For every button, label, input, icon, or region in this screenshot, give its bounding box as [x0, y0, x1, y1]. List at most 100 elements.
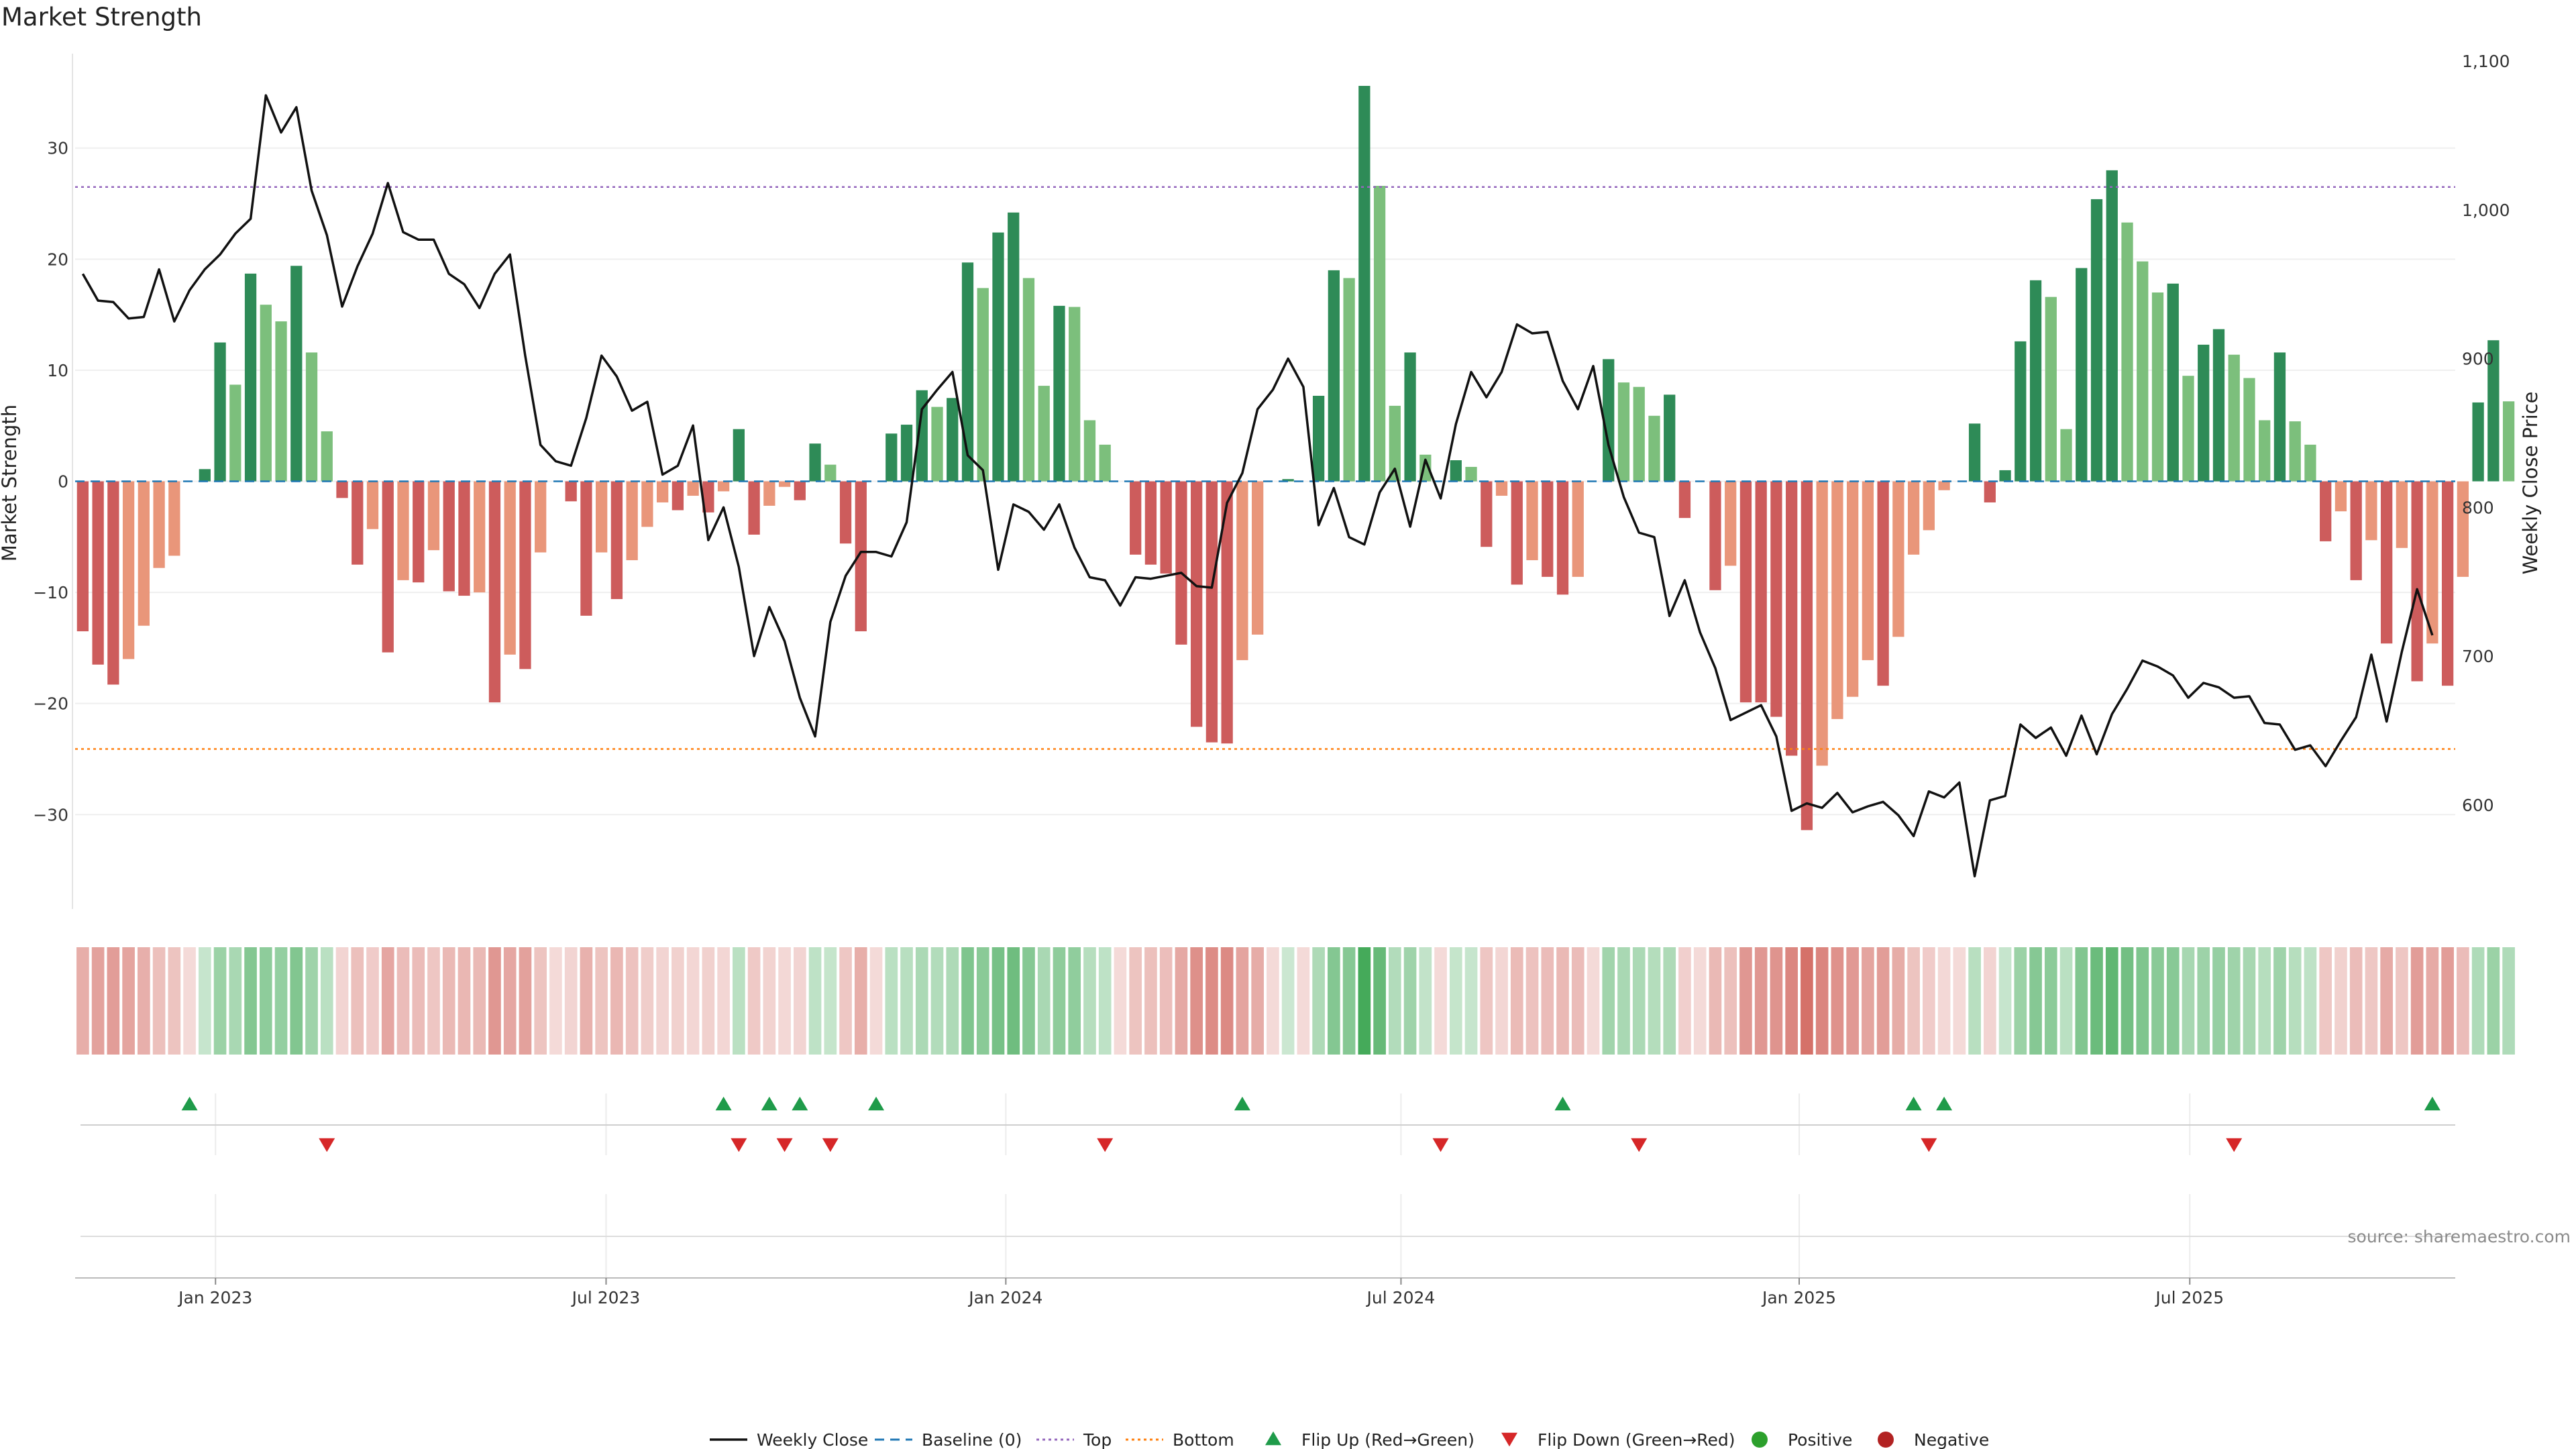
heatmap-cell — [2410, 947, 2424, 1055]
strength-bar — [1892, 481, 1904, 637]
strength-bar — [748, 481, 760, 535]
strength-bar — [1633, 386, 1645, 482]
heatmap-cell — [733, 947, 745, 1055]
heatmap-cell — [2044, 947, 2057, 1055]
heatmap-cell — [717, 947, 730, 1055]
heatmap-cell — [915, 947, 928, 1055]
strength-bar — [961, 262, 974, 482]
strength-bar — [656, 481, 669, 502]
heatmap-cell — [2334, 947, 2347, 1055]
heatmap-cell — [1220, 947, 1234, 1055]
legend-item: Weekly Close — [710, 1430, 868, 1449]
strength-bar — [1251, 481, 1264, 635]
heatmap-cell — [1281, 947, 1295, 1055]
y-axis-right: 600 700 800 900 1,000 1,100 — [2462, 52, 2510, 815]
strength-bar — [1923, 481, 1935, 531]
strength-bar — [1511, 481, 1523, 585]
heatmap-cell — [976, 947, 989, 1055]
heatmap-cell — [366, 947, 379, 1055]
legend-label: Bottom — [1173, 1430, 1234, 1449]
strength-bar — [138, 481, 150, 626]
heatmap-cell — [1495, 947, 1508, 1055]
heatmap-cell — [1739, 947, 1752, 1055]
strength-bar — [1205, 481, 1218, 743]
strength-bar — [794, 481, 806, 500]
x-axis: Jan 2023 Jul 2023 Jan 2024 Jul 2024 Jan 2025… — [75, 1277, 2455, 1307]
y2-tick-label: 700 — [2462, 647, 2494, 666]
chart-title: Market Strength — [1, 3, 202, 32]
heatmap-cell — [1556, 947, 1569, 1055]
y2-tick-label: 600 — [2462, 796, 2494, 815]
flip-down-marker — [319, 1138, 335, 1152]
strength-bar — [626, 481, 638, 561]
flip-up-marker — [2424, 1096, 2440, 1111]
heatmap-cell — [1190, 947, 1203, 1055]
heatmap-cell — [1251, 947, 1264, 1055]
flip-up-marker — [761, 1096, 777, 1111]
heatmap-cell — [641, 947, 654, 1055]
y-tick-label: −20 — [33, 694, 68, 714]
heatmap-cell — [580, 947, 593, 1055]
strength-bar — [2182, 376, 2194, 482]
strength-bar — [122, 481, 135, 659]
strength-bar — [1739, 481, 1752, 703]
heatmap-cell — [305, 947, 318, 1055]
legend-label: Negative — [1914, 1430, 1989, 1449]
heatmap-cell — [1846, 947, 1859, 1055]
heatmap-cell — [320, 947, 333, 1055]
strength-bar — [504, 481, 516, 655]
heatmap-cell — [488, 947, 501, 1055]
heatmap-cell — [549, 947, 562, 1055]
strength-bar — [336, 481, 348, 498]
strength-bar — [596, 481, 608, 553]
strength-bar — [168, 481, 180, 556]
strength-bar — [1022, 278, 1035, 482]
strength-bar — [1877, 481, 1889, 686]
strength-bar — [1572, 481, 1584, 577]
heatmap-cell — [1831, 947, 1844, 1055]
strength-bar — [2060, 429, 2072, 482]
heatmap-cell — [1267, 947, 1279, 1055]
strength-bar — [1725, 481, 1737, 566]
x-tick-label: Jul 2024 — [1366, 1288, 1436, 1307]
strength-bar — [763, 481, 775, 506]
legend-item: Bottom — [1126, 1430, 1234, 1449]
legend-item: Flip Down (Green→Red) — [1501, 1430, 1735, 1449]
heatmap-cell — [138, 947, 150, 1055]
heatmap-cell — [1815, 947, 1829, 1055]
strength-bar — [717, 481, 730, 492]
heatmap-cell — [229, 947, 242, 1055]
heatmap-cell — [1937, 947, 1951, 1055]
legend-label: Positive — [1788, 1430, 1852, 1449]
heatmap-cell — [412, 947, 425, 1055]
heatmap-cell — [76, 947, 89, 1055]
heatmap-cell — [1709, 947, 1722, 1055]
strength-bar — [1999, 470, 2011, 482]
flip-down-marker — [2226, 1138, 2243, 1152]
strength-bar — [1404, 352, 1416, 482]
strength-bar — [702, 481, 714, 513]
heatmap-cell — [2136, 947, 2149, 1055]
strength-bar — [382, 481, 394, 653]
heatmap-cell — [564, 947, 578, 1055]
heatmap-cell — [2014, 947, 2027, 1055]
y2-axis-label: Weekly Close Price — [2519, 392, 2542, 575]
flip-markers-panel — [80, 1093, 2455, 1278]
strength-bar — [92, 481, 104, 665]
strength-bar — [290, 266, 303, 482]
strength-bar — [1801, 481, 1813, 830]
strength-bar — [977, 288, 989, 482]
legend-label: Baseline (0) — [922, 1430, 1022, 1449]
strength-bar — [1556, 481, 1569, 595]
flip-up-marker — [1936, 1096, 1953, 1111]
heatmap-cell — [930, 947, 944, 1055]
legend-swatch-positive — [1752, 1432, 1768, 1448]
flip-down-marker — [731, 1138, 747, 1152]
heatmap-cell — [1297, 947, 1310, 1055]
heatmap-cell — [290, 947, 303, 1055]
heatmap-cell — [1754, 947, 1768, 1055]
strength-bar — [2289, 421, 2301, 482]
strength-bar — [885, 433, 898, 482]
heatmap-cell — [1388, 947, 1401, 1055]
strength-bar — [1191, 481, 1203, 727]
